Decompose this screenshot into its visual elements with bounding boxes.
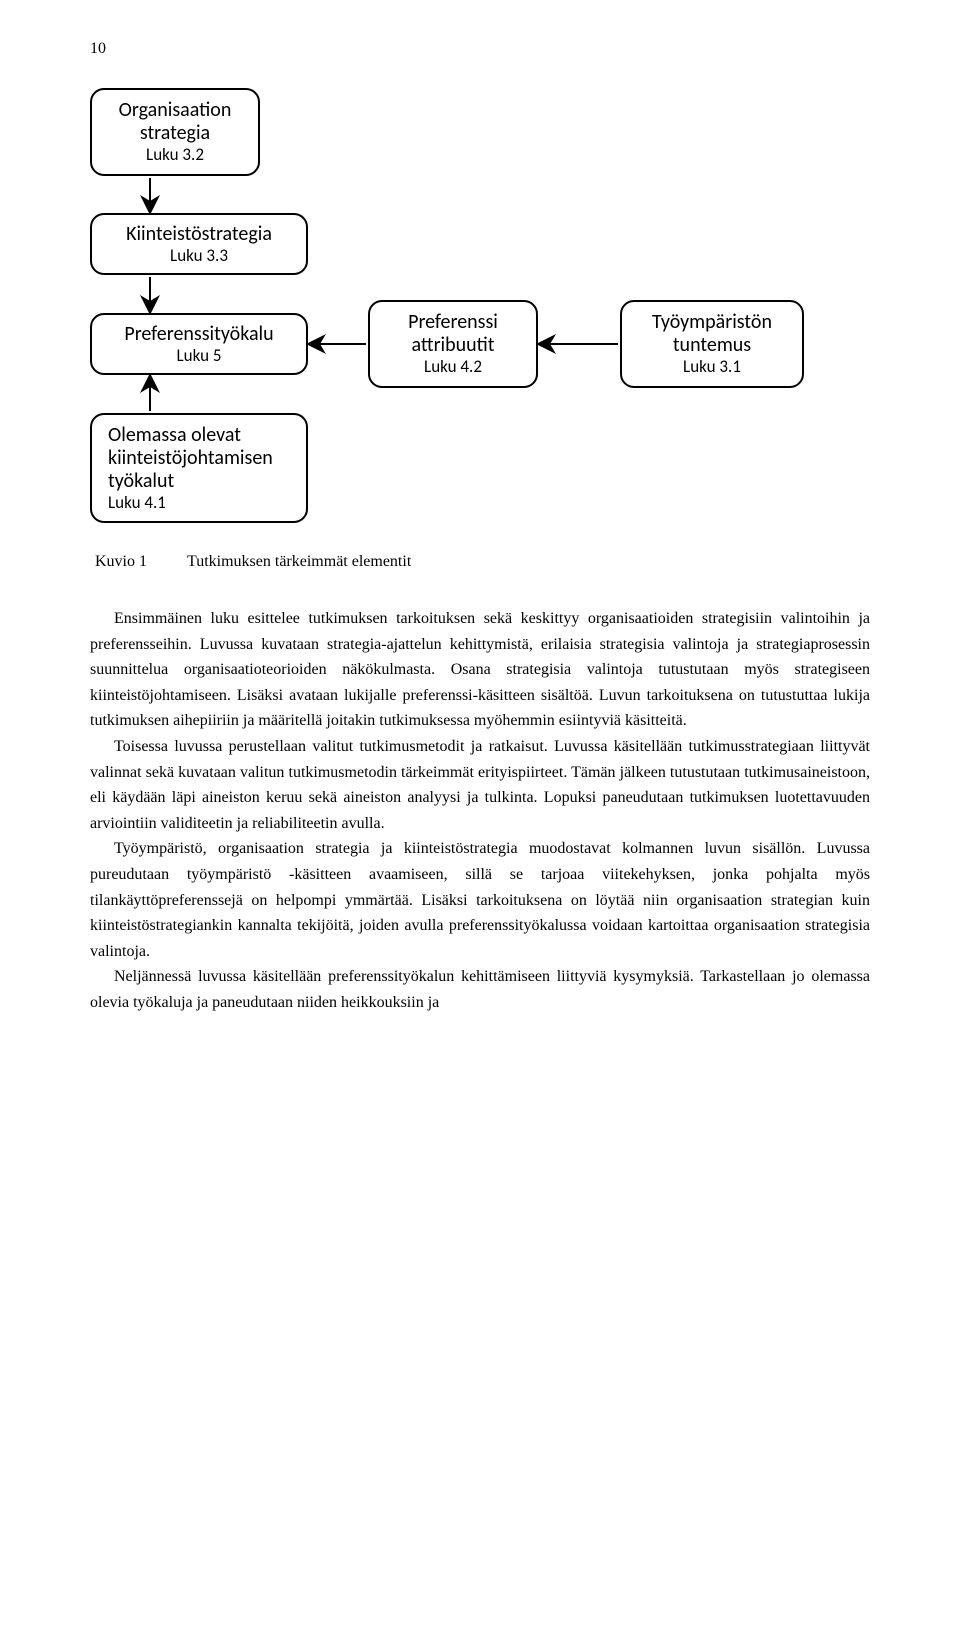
node-subtitle: Luku 4.2 (424, 357, 482, 377)
node-title: Kiinteistöstrategia (126, 223, 272, 246)
node-subtitle: Luku 3.2 (146, 145, 204, 165)
node-title: Preferenssiattribuutit (408, 311, 498, 357)
flowchart-diagram: OrganisaationstrategiaLuku 3.2 Kiinteistö… (90, 88, 870, 528)
body-text: Ensimmäinen luku esittelee tutkimuksen t… (90, 606, 870, 1016)
figure-caption: Kuvio 1 Tutkimuksen tärkeimmät elementit (90, 553, 870, 571)
figure-label: Kuvio 1 (95, 553, 147, 571)
node-title: Preferenssityökalu (124, 323, 273, 346)
node-pt: PreferenssityökaluLuku 5 (90, 313, 308, 375)
page-number: 10 (90, 40, 870, 58)
node-title: Työympäristöntuntemus (652, 311, 772, 357)
node-subtitle: Luku 3.3 (170, 246, 228, 266)
paragraph: Ensimmäinen luku esittelee tutkimuksen t… (90, 606, 870, 734)
node-ty: TyöympäristöntuntemusLuku 3.1 (620, 300, 804, 388)
node-subtitle: Luku 3.1 (683, 357, 741, 377)
figure-caption-text: Tutkimuksen tärkeimmät elementit (187, 553, 870, 571)
node-ok: Olemassa olevatkiinteistöjohtamisentyöka… (90, 413, 308, 523)
paragraph: Toisessa luvussa perustellaan valitut tu… (90, 734, 870, 836)
node-subtitle: Luku 4.1 (108, 493, 166, 513)
node-title: Organisaationstrategia (119, 99, 232, 145)
paragraph: Neljännessä luvussa käsitellään preferen… (90, 964, 870, 1015)
node-subtitle: Luku 5 (177, 346, 222, 366)
paragraph: Työympäristö, organisaation strategia ja… (90, 836, 870, 964)
node-org: OrganisaationstrategiaLuku 3.2 (90, 88, 260, 176)
node-title: Olemassa olevatkiinteistöjohtamisentyöka… (108, 424, 273, 493)
node-ks: KiinteistöstrategiaLuku 3.3 (90, 213, 308, 275)
node-pa: PreferenssiattribuutitLuku 4.2 (368, 300, 538, 388)
